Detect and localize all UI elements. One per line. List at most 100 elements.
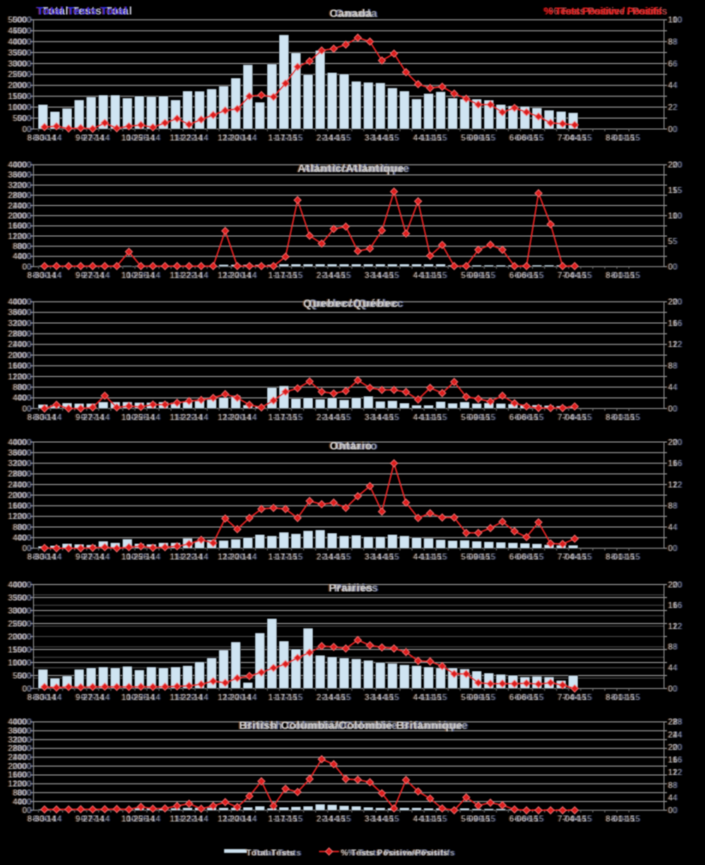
svg-text:4000: 4000	[8, 438, 27, 447]
svg-text:British Columbia/Colombie Brit: British Columbia/Colombie Britannique	[244, 720, 468, 732]
svg-text:4-11-15: 4-11-15	[413, 693, 442, 702]
svg-text:16: 16	[673, 756, 683, 765]
svg-text:20: 20	[667, 161, 677, 170]
svg-text:3600: 3600	[8, 727, 27, 736]
svg-text:8-30-14: 8-30-14	[34, 413, 63, 422]
svg-text:3000: 3000	[8, 59, 27, 68]
svg-text:11-22-14: 11-22-14	[175, 133, 208, 142]
svg-text:2000: 2000	[12, 351, 31, 360]
svg-text:2000: 2000	[14, 491, 33, 500]
svg-text:15: 15	[673, 186, 683, 195]
svg-text:4000: 4000	[7, 298, 26, 307]
svg-text:1200: 1200	[8, 512, 27, 521]
svg-text:12-20-14: 12-20-14	[223, 133, 257, 142]
svg-text:16: 16	[668, 756, 678, 765]
svg-text:6-06-15: 6-06-15	[515, 413, 544, 422]
svg-text:1500: 1500	[12, 645, 31, 654]
svg-text:1-17-15: 1-17-15	[267, 815, 296, 824]
svg-text:500: 500	[18, 114, 32, 123]
svg-text:0: 0	[27, 404, 32, 413]
svg-text:12: 12	[667, 480, 677, 489]
svg-text:20: 20	[668, 580, 678, 589]
svg-text:24: 24	[673, 730, 683, 739]
svg-text:8-30-14: 8-30-14	[34, 271, 63, 280]
svg-text:2000: 2000	[7, 762, 26, 771]
svg-text:8-01-15: 8-01-15	[611, 815, 640, 824]
svg-text:2000: 2000	[12, 632, 31, 641]
svg-text:7-04-15: 7-04-15	[558, 693, 587, 702]
svg-text:20: 20	[668, 743, 678, 752]
svg-text:12: 12	[667, 622, 677, 631]
svg-text:800: 800	[12, 523, 26, 532]
svg-text:5: 5	[667, 237, 672, 246]
svg-text:3200: 3200	[12, 319, 31, 328]
svg-text:400: 400	[13, 534, 27, 543]
svg-text:20: 20	[667, 580, 677, 589]
svg-text:Ontario: Ontario	[328, 441, 371, 453]
svg-text:Canada: Canada	[335, 8, 378, 20]
svg-text:0: 0	[28, 404, 33, 413]
svg-text:Canada: Canada	[328, 8, 371, 20]
svg-text:2000: 2000	[8, 762, 27, 771]
svg-text:8-30-14: 8-30-14	[26, 413, 55, 422]
svg-text:1-17-15: 1-17-15	[275, 693, 304, 702]
svg-text:12-20-14: 12-20-14	[217, 693, 251, 702]
svg-text:3-14-15: 3-14-15	[371, 553, 400, 562]
svg-text:2800: 2800	[8, 744, 27, 753]
svg-text:9-27-14: 9-27-14	[81, 693, 110, 702]
svg-text:10: 10	[668, 16, 678, 25]
svg-text:0: 0	[28, 125, 33, 134]
svg-text:1600: 1600	[12, 222, 31, 231]
svg-text:6-06-15: 6-06-15	[515, 693, 544, 702]
svg-text:8-01-15: 8-01-15	[612, 815, 641, 824]
svg-text:1-17-15: 1-17-15	[274, 413, 303, 422]
svg-text:2800: 2800	[14, 470, 33, 479]
svg-text:0: 0	[674, 684, 679, 693]
svg-text:3600: 3600	[12, 171, 31, 180]
svg-text:2-14-15: 2-14-15	[315, 693, 344, 702]
svg-text:2000: 2000	[7, 491, 26, 500]
svg-text:1-17-15: 1-17-15	[269, 133, 298, 142]
svg-text:4-11-15: 4-11-15	[413, 553, 442, 562]
svg-text:800: 800	[12, 383, 26, 392]
svg-text:3000: 3000	[7, 606, 26, 615]
svg-text:2000: 2000	[14, 632, 33, 641]
svg-text:10: 10	[674, 212, 684, 221]
svg-text:British Columbia/Colombie Brit: British Columbia/Colombie Britannique	[239, 720, 463, 732]
svg-text:4-11-15: 4-11-15	[412, 133, 441, 142]
svg-text:4: 4	[673, 383, 678, 392]
svg-text:2-14-15: 2-14-15	[323, 693, 352, 702]
svg-text:9-27-14: 9-27-14	[74, 693, 103, 702]
svg-text:8-01-15: 8-01-15	[611, 413, 640, 422]
svg-text:3-14-15: 3-14-15	[370, 413, 399, 422]
svg-text:10-25-14: 10-25-14	[128, 271, 162, 280]
svg-text:2-14-15: 2-14-15	[323, 413, 352, 422]
svg-text:12: 12	[674, 480, 684, 489]
svg-text:20: 20	[667, 743, 677, 752]
svg-text:4000: 4000	[7, 438, 26, 447]
svg-text:8: 8	[668, 643, 673, 652]
svg-text:400: 400	[13, 797, 27, 806]
svg-text:4-11-15: 4-11-15	[418, 815, 447, 824]
svg-text:12-20-14: 12-20-14	[218, 271, 252, 280]
svg-text:3-14-15: 3-14-15	[371, 413, 400, 422]
svg-text:7-04-15: 7-04-15	[564, 693, 593, 702]
svg-text:8-01-15: 8-01-15	[605, 693, 634, 702]
svg-text:5: 5	[668, 237, 673, 246]
svg-text:3200: 3200	[14, 181, 33, 190]
svg-text:5-09-15: 5-09-15	[461, 815, 490, 824]
svg-text:1000: 1000	[12, 103, 31, 112]
svg-text:12-20-14: 12-20-14	[223, 271, 257, 280]
svg-text:800: 800	[17, 383, 31, 392]
svg-text:4: 4	[673, 81, 678, 90]
svg-text:1-17-15: 1-17-15	[274, 271, 303, 280]
svg-text:500: 500	[12, 114, 26, 123]
svg-text:4-11-15: 4-11-15	[420, 815, 449, 824]
svg-text:4-11-15: 4-11-15	[418, 553, 447, 562]
svg-text:4000: 4000	[8, 718, 27, 727]
svg-text:12-20-14: 12-20-14	[224, 271, 258, 280]
svg-text:3000: 3000	[8, 606, 27, 615]
svg-text:4000: 4000	[14, 298, 33, 307]
svg-text:1000: 1000	[12, 658, 31, 667]
svg-text:11-22-14: 11-22-14	[175, 271, 208, 280]
